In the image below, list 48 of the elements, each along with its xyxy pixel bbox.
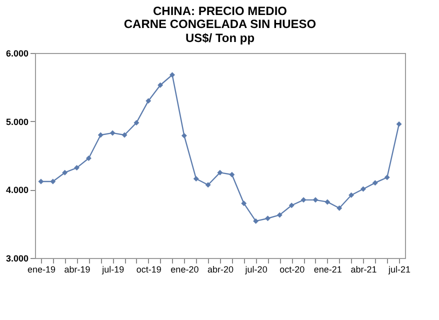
y-tick-label: 3.000 <box>6 254 28 264</box>
x-tick-label: abr-19 <box>64 264 90 274</box>
point <box>181 132 187 138</box>
point <box>312 197 318 203</box>
point <box>122 132 128 138</box>
point <box>360 186 366 192</box>
point <box>324 199 330 205</box>
point <box>276 212 282 218</box>
x-tick-label: jul-19 <box>101 264 124 274</box>
point <box>134 120 140 126</box>
point <box>74 165 80 171</box>
point <box>193 176 199 182</box>
y-tick-label: 6.000 <box>6 48 28 58</box>
point <box>62 170 68 176</box>
chart-title: CHINA: PRECIO MEDIO <box>152 4 288 18</box>
point <box>241 200 247 206</box>
point <box>110 130 116 136</box>
point <box>50 178 56 184</box>
point <box>384 174 390 180</box>
point <box>98 132 104 138</box>
point <box>229 172 235 178</box>
point <box>205 182 211 188</box>
x-tick-label: ene-21 <box>314 264 342 274</box>
x-tick-label: oct-20 <box>280 264 305 274</box>
x-tick-label: abr-21 <box>350 264 377 274</box>
point <box>253 218 259 224</box>
point <box>300 197 306 203</box>
x-tick-label: ene-20 <box>170 264 199 274</box>
point <box>146 98 152 104</box>
x-tick-label: oct-19 <box>136 264 162 274</box>
point <box>348 192 354 198</box>
y-tick-label: 4.000 <box>6 185 28 196</box>
x-tick-label: jul-21 <box>388 264 411 274</box>
point <box>265 216 270 222</box>
point <box>372 180 378 186</box>
point <box>336 205 342 211</box>
x-tick-label: abr-20 <box>207 264 234 274</box>
point <box>217 170 223 176</box>
point <box>38 178 44 184</box>
y-tick-label: 5.000 <box>6 116 28 127</box>
point <box>396 121 402 127</box>
chart-subtitle: CARNE CONGELADA SIN HUESO US$/ Ton pp <box>124 17 316 45</box>
x-tick-label: ene-19 <box>27 264 56 274</box>
point <box>158 82 164 88</box>
point <box>86 155 92 161</box>
point <box>170 72 175 78</box>
point <box>288 202 294 208</box>
x-tick-label: jul-20 <box>244 264 268 274</box>
